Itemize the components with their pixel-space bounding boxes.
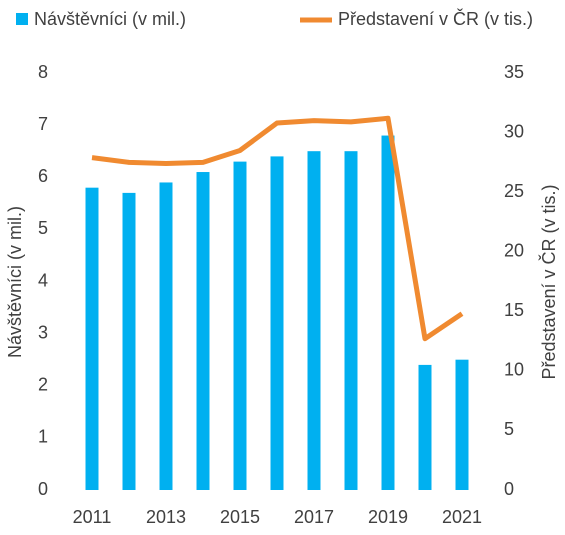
y-axis-title: Návštěvníci (v mil.)	[5, 206, 25, 358]
bar	[344, 151, 358, 490]
y2-tick-label: 25	[504, 181, 524, 201]
legend-swatch	[16, 13, 28, 25]
y-tick-label: 5	[38, 218, 48, 238]
y-tick-label: 0	[38, 479, 48, 499]
y2-tick-label: 0	[504, 479, 514, 499]
bar	[455, 359, 469, 490]
y-tick-label: 7	[38, 114, 48, 134]
y-tick-label: 4	[38, 270, 48, 290]
y-tick-label: 1	[38, 427, 48, 447]
y2-tick-label: 30	[504, 121, 524, 141]
bar	[196, 172, 210, 490]
legend-label: Představení v ČR (v tis.)	[338, 8, 533, 29]
x-tick-label: 2017	[294, 507, 334, 527]
y2-tick-label: 5	[504, 419, 514, 439]
bar	[381, 135, 395, 491]
y-tick-label: 6	[38, 166, 48, 186]
bar	[233, 161, 247, 491]
bar	[85, 187, 99, 491]
line	[91, 115, 464, 342]
y2-tick-label: 15	[504, 300, 524, 320]
y2-tick-label: 10	[504, 360, 524, 380]
y-tick-label: 3	[38, 322, 48, 342]
bar	[270, 156, 284, 490]
legend-label: Návštěvníci (v mil.)	[34, 9, 186, 29]
x-tick-label: 2015	[220, 507, 260, 527]
x-tick-label: 2019	[368, 507, 408, 527]
y2-axis-title: Představení v ČR (v tis.)	[538, 184, 559, 379]
y-tick-label: 8	[38, 62, 48, 82]
bar	[159, 182, 173, 490]
x-tick-label: 2013	[146, 507, 186, 527]
bar	[307, 151, 321, 490]
x-tick-label: 2021	[442, 507, 482, 527]
y-tick-label: 2	[38, 375, 48, 395]
y2-tick-label: 20	[504, 240, 524, 260]
x-tick-label: 2011	[73, 507, 112, 527]
bar	[122, 192, 136, 490]
y2-tick-label: 35	[504, 62, 524, 82]
bar	[418, 364, 432, 490]
